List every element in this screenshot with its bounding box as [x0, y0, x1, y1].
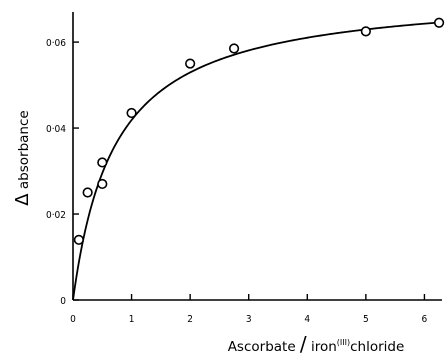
x-tick-label: 3: [246, 314, 252, 325]
y-tick-label: 0·06: [46, 38, 66, 49]
data-point: [185, 58, 196, 69]
axes: [72, 12, 442, 301]
x-axis-title-superscript: (III): [337, 338, 350, 347]
x-axis-title: Ascorbate / iron(III)chloride: [228, 332, 405, 356]
fit-curve: [72, 21, 443, 301]
x-tick-label: 1: [129, 314, 135, 325]
y-tick-label: 0·02: [46, 210, 66, 221]
x-tick-label: 6: [422, 314, 428, 325]
x-axis-title-part-middle: iron: [307, 339, 337, 355]
x-axis-title-part-after: chloride: [350, 339, 404, 355]
y-axis-title-text: absorbance: [16, 110, 32, 193]
x-tick-label: 4: [304, 314, 310, 325]
y-tick-label: 0: [60, 296, 66, 307]
y-axis-title-delta: Δ: [12, 193, 33, 206]
y-tick-label: 0·04: [46, 124, 66, 135]
data-point: [126, 107, 137, 119]
x-ticks: 0 1 2 3 4 5 6: [70, 294, 428, 325]
x-tick-label: 0: [70, 314, 76, 325]
data-point: [97, 178, 108, 190]
x-tick-label: 5: [363, 314, 369, 325]
x-axis-title-slash: /: [300, 332, 307, 356]
y-axis-title: Δ absorbance: [12, 110, 33, 205]
y-ticks: 0 0·02 0·04 0·06: [46, 38, 79, 307]
data-point: [228, 43, 240, 54]
data-point: [82, 187, 93, 198]
data-point: [97, 157, 108, 168]
data-point: [73, 234, 84, 245]
data-points: [73, 17, 445, 245]
data-point: [360, 26, 371, 37]
data-point: [433, 17, 445, 28]
x-axis-title-part-before: Ascorbate: [228, 339, 300, 355]
x-tick-label: 2: [187, 314, 193, 325]
